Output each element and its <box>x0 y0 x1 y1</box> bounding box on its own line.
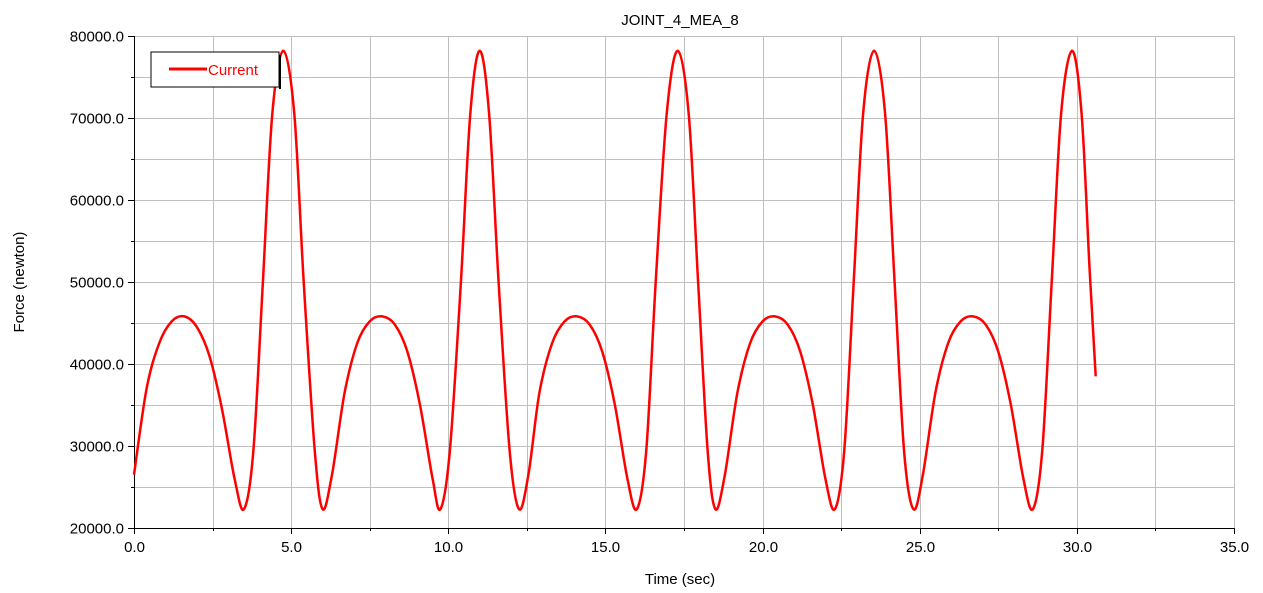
grid-lines <box>134 36 1235 529</box>
y-tick-label: 40000.0 <box>70 357 124 374</box>
axis-ticks: 20000.0 30000.0 40000.0 50000.0 60000.0 70000… <box>70 29 1249 557</box>
x-tick-label: 30.0 <box>1063 539 1092 556</box>
x-tick-label: 5.0 <box>281 539 302 556</box>
chart-title: JOINT_4_MEA_8 <box>621 12 739 29</box>
legend-label: Current <box>208 62 259 79</box>
y-tick-label: 70000.0 <box>70 111 124 128</box>
x-tick-label: 20.0 <box>749 539 778 556</box>
y-tick-label: 20000.0 <box>70 521 124 538</box>
series-layer <box>132 49 1097 512</box>
legend: Current <box>150 51 281 89</box>
y-axis-label: Force (newton) <box>11 232 28 333</box>
y-tick-label: 80000.0 <box>70 29 124 46</box>
x-tick-label: 25.0 <box>906 539 935 556</box>
x-tick-label: 15.0 <box>591 539 620 556</box>
y-tick-label: 30000.0 <box>70 439 124 456</box>
x-tick-label: 0.0 <box>124 539 145 556</box>
series-line-current <box>132 49 1097 512</box>
legend-shadow <box>279 55 281 89</box>
y-tick-label: 50000.0 <box>70 275 124 292</box>
x-axis-label: Time (sec) <box>645 571 715 588</box>
x-tick-label: 35.0 <box>1220 539 1249 556</box>
y-tick-label: 60000.0 <box>70 193 124 210</box>
x-tick-label: 10.0 <box>434 539 463 556</box>
